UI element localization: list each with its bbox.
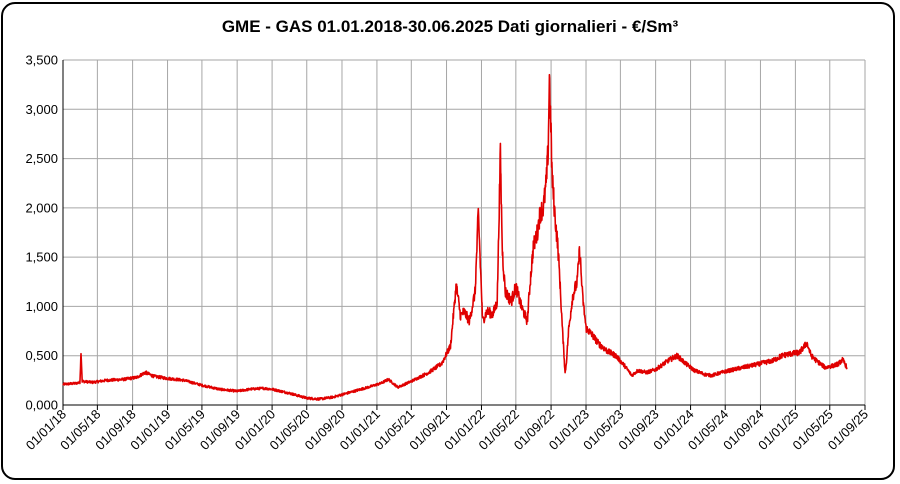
- y-tick-label: 3,500: [25, 53, 58, 68]
- y-axis-tick-labels: 0,000 0,500 1,000 1,500 2,000 2,500 3,000 3,500: [25, 53, 58, 413]
- y-tick-label: 1,000: [25, 299, 58, 314]
- y-tick-label: 2,000: [25, 200, 58, 215]
- series-line: [62, 73, 848, 401]
- grid-lines: [62, 59, 866, 405]
- x-axis-tick-labels: 01/01/1801/05/1801/09/1801/01/1901/05/19…: [23, 407, 871, 453]
- y-tick-label: 3,000: [25, 102, 58, 117]
- chart-title: GME - GAS 01.01.2018-30.06.2025 Dati gio…: [221, 17, 679, 36]
- y-tick-label: 2,500: [25, 151, 58, 166]
- series-layer: [62, 73, 848, 401]
- axes: [62, 60, 866, 410]
- y-tick-label: 1,500: [25, 250, 58, 265]
- y-tick-label: 0,500: [25, 348, 58, 363]
- y-tick-label: 0,000: [25, 398, 58, 413]
